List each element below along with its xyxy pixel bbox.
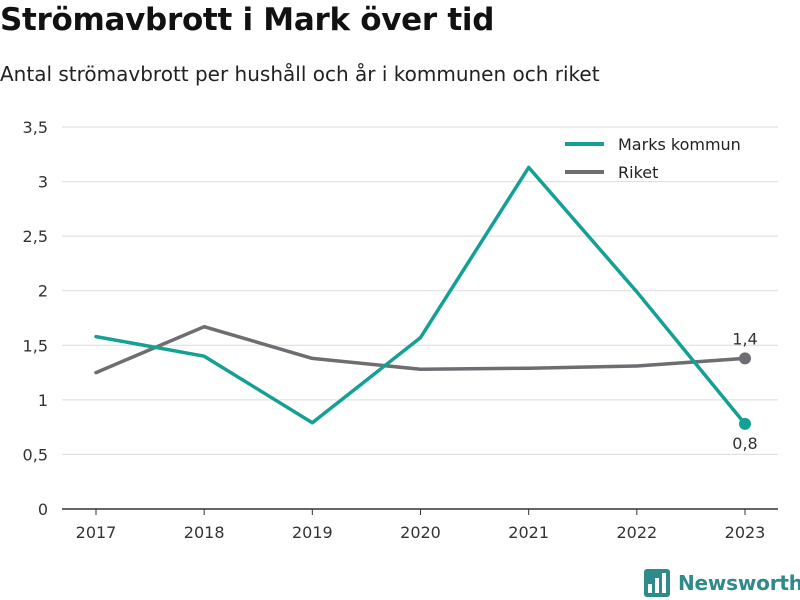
legend-label: Marks kommun: [618, 135, 741, 154]
end-labels: 1,4 0,8: [732, 329, 757, 452]
series-end-point: [739, 352, 751, 365]
x-tick-label: 2020: [400, 523, 441, 542]
y-tick-label: 1,5: [23, 336, 48, 355]
legend-label: Riket: [618, 163, 658, 182]
y-tick-label: 1: [38, 391, 48, 410]
x-tick-label: 2023: [725, 523, 766, 542]
y-tick-label: 2: [38, 282, 48, 301]
data-label: 0,8: [732, 434, 757, 453]
y-tick-label: 0,5: [23, 445, 48, 464]
data-label: 1,4: [732, 329, 757, 348]
y-tick-label: 0: [38, 500, 48, 519]
grid-lines: [62, 126, 778, 455]
x-tick-label: 2019: [292, 523, 333, 542]
chart-title: Strömavbrott i Mark över tid: [0, 2, 495, 38]
series-line-riket: [94, 324, 747, 375]
newsworthy-bar-chart-icon: [644, 569, 670, 597]
legend: Marks kommun Riket: [565, 135, 741, 182]
series-line-marks-kommun: [94, 165, 747, 426]
logo-text: Newsworthy: [678, 571, 800, 595]
x-tick-label: 2022: [616, 523, 657, 542]
newsworthy-logo: Newsworthy: [644, 568, 800, 598]
y-tick-label: 2,5: [23, 227, 48, 246]
y-axis-tick-labels: 0 0,5 1 1,5 2 2,5 3 3,5: [23, 118, 48, 519]
series-lines: [94, 165, 751, 430]
y-tick-label: 3,5: [23, 118, 48, 137]
x-tick-label: 2018: [184, 523, 225, 542]
x-tick-label: 2021: [508, 523, 549, 542]
x-axis: 2017 2018 2019 2020 2021 2022 2023: [62, 508, 778, 542]
chart-subtitle: Antal strömavbrott per hushåll och år i …: [0, 62, 600, 86]
x-tick-label: 2017: [76, 523, 117, 542]
y-tick-label: 3: [38, 173, 48, 192]
series-end-point: [739, 417, 751, 430]
